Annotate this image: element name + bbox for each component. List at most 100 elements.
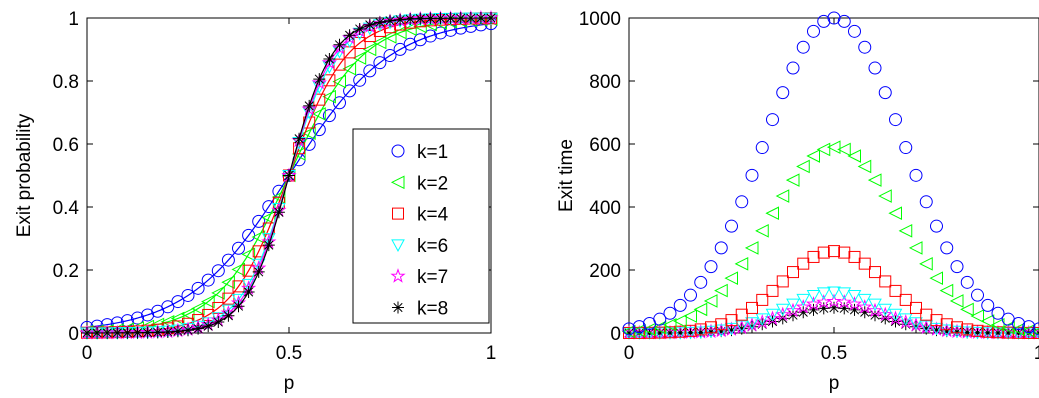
point-k=2: [796, 159, 810, 174]
point-k=6: [755, 313, 770, 326]
point-k=1: [131, 311, 144, 325]
point-k=1: [1022, 320, 1036, 334]
point-k=2: [960, 302, 974, 317]
point-k=1: [858, 40, 872, 54]
point-k=8: [161, 325, 174, 338]
point-k=8: [303, 99, 316, 112]
point-k=2: [919, 257, 933, 271]
point-k=8: [807, 303, 820, 316]
point-k=1: [684, 288, 697, 302]
legend-label-k=2: k=2: [417, 173, 448, 194]
point-k=6: [816, 287, 831, 300]
point-k=2: [221, 275, 235, 290]
point-k=6: [868, 298, 882, 312]
point-k=6: [241, 278, 256, 292]
point-k=6: [796, 293, 811, 307]
point-k=8: [293, 132, 306, 145]
x-tick-label: 0: [624, 343, 635, 364]
point-k=8: [674, 326, 687, 339]
point-k=8: [454, 12, 467, 25]
point-k=4: [1033, 326, 1039, 339]
point-k=8: [313, 73, 326, 86]
point-k=6: [704, 325, 718, 339]
point-k=8: [252, 265, 265, 278]
y-tick-label: 400: [589, 198, 621, 219]
point-k=7: [846, 296, 863, 311]
point-k=6: [929, 322, 944, 336]
point-k=6: [734, 320, 749, 333]
point-k=6: [909, 317, 923, 330]
point-k=1: [878, 86, 892, 100]
point-k=8: [664, 326, 676, 339]
point-k=2: [201, 294, 215, 309]
point-k=2: [765, 206, 779, 221]
point-k=8: [343, 29, 356, 42]
x-axis-label: p: [829, 373, 840, 394]
point-k=8: [212, 316, 225, 329]
point-k=8: [141, 326, 154, 339]
point-k=2: [857, 159, 872, 174]
point-k=8: [961, 326, 974, 339]
point-k=8: [111, 326, 124, 339]
point-k=4: [992, 326, 1004, 339]
point-k=7: [321, 54, 338, 70]
point-k=1: [622, 322, 636, 336]
point-k=6: [724, 322, 739, 336]
point-k=1: [837, 14, 851, 28]
point-k=1: [343, 84, 357, 98]
point-k=2: [929, 271, 943, 285]
point-k=2: [312, 107, 326, 121]
point-k=4: [858, 257, 871, 270]
point-k=2: [775, 189, 790, 203]
point-k=1: [363, 64, 377, 78]
y-tick-label: 0.4: [53, 198, 80, 219]
legend-label-k=8: k=8: [417, 299, 448, 320]
point-k=2: [806, 149, 820, 163]
point-k=1: [221, 253, 235, 267]
point-k=4: [951, 321, 963, 334]
point-k=7: [836, 294, 852, 309]
point-k=8: [283, 169, 295, 182]
point-k=4: [674, 325, 687, 338]
point-k=1: [673, 298, 687, 312]
point-k=2: [362, 42, 377, 57]
point-k=8: [384, 14, 396, 27]
point-k=1: [161, 300, 175, 314]
point-k=1: [232, 241, 245, 255]
point-k=1: [950, 260, 964, 274]
point-k=1: [201, 273, 215, 287]
point-k=8: [353, 22, 366, 35]
point-k=7: [826, 293, 842, 308]
x-tick-label: 0.5: [276, 343, 302, 364]
point-k=4: [715, 318, 728, 331]
y-tick-label: 800: [589, 72, 621, 93]
point-k=8: [787, 309, 799, 322]
point-k=8: [121, 326, 134, 339]
point-k=2: [990, 318, 1005, 332]
point-k=8: [694, 326, 707, 339]
point-k=6: [1001, 327, 1016, 340]
point-k=7: [867, 302, 883, 318]
point-k=2: [847, 149, 861, 163]
point-k=8: [920, 322, 933, 335]
point-k=8: [424, 12, 437, 25]
point-k=6: [765, 308, 780, 322]
point-k=2: [683, 309, 697, 323]
point-k=1: [653, 312, 667, 326]
point-k=8: [869, 309, 881, 322]
point-k=4: [920, 308, 933, 321]
point-k=1: [899, 141, 913, 155]
point-k=1: [1012, 317, 1025, 331]
point-k=1: [909, 168, 923, 182]
point-k=4: [971, 324, 984, 337]
point-k=2: [673, 314, 687, 328]
point-k=7: [805, 296, 822, 311]
point-k=1: [423, 29, 437, 43]
legend: k=1 k=2 k=4 k=6 k=7 k=8: [352, 128, 490, 324]
point-k=1: [171, 295, 185, 309]
point-k=6: [970, 326, 985, 340]
point-k=8: [202, 320, 215, 333]
point-k=8: [653, 326, 666, 339]
point-k=1: [940, 241, 954, 255]
point-k=4: [746, 301, 758, 314]
